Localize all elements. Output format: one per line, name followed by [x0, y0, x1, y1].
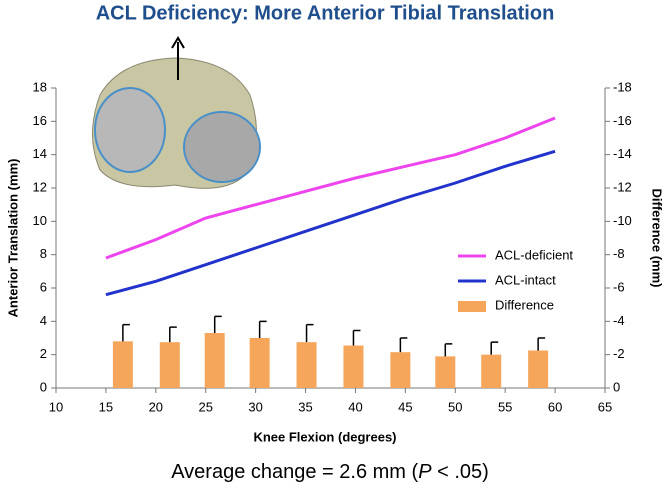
legend-label: ACL-deficient — [495, 247, 573, 262]
y-tick-label: 0 — [40, 379, 47, 394]
error-bar — [444, 343, 453, 357]
x-tick-label: 45 — [398, 399, 412, 414]
y-tick-label: 16 — [33, 113, 47, 128]
line — [105, 149, 556, 297]
bar — [249, 338, 270, 388]
x-tick-label: 30 — [248, 399, 262, 414]
bar — [390, 352, 411, 388]
y2-tick-label: 0 — [613, 379, 620, 394]
y-tick-label: 12 — [33, 179, 47, 194]
error-bar — [258, 320, 267, 338]
error-bar — [352, 329, 361, 346]
y2-axis-label: Difference (mm) — [650, 189, 665, 288]
x-tick-label: 20 — [149, 399, 163, 414]
bar — [435, 356, 456, 388]
bar — [112, 341, 133, 388]
x-tick-label: 10 — [49, 399, 63, 414]
bar — [343, 345, 364, 388]
error-bar — [537, 337, 546, 351]
y2-tick-label: -16 — [613, 113, 632, 128]
x-tick-label: 40 — [348, 399, 362, 414]
bar — [528, 350, 549, 388]
x-tick-label: 65 — [598, 399, 612, 414]
y2-tick-label: -10 — [613, 213, 632, 228]
y2-tick-label: -4 — [613, 313, 625, 328]
bar — [481, 354, 502, 388]
error-bar — [169, 326, 177, 343]
y-axis-label: Anterior Translation (mm) — [5, 159, 20, 318]
error-bar — [399, 337, 408, 353]
annotation-part: Average change = 2.6 mm ( — [171, 461, 418, 483]
y-tick-label: 6 — [40, 279, 47, 294]
y2-tick-label: -6 — [613, 279, 625, 294]
y2-tick-label: -2 — [613, 346, 625, 361]
annotation-part: < .05) — [432, 461, 489, 483]
y2-tick-label: -14 — [613, 146, 632, 161]
y-tick-label: 18 — [33, 79, 47, 94]
x-axis-label: Knee Flexion (degrees) — [253, 429, 396, 444]
x-tick-label: 35 — [298, 399, 312, 414]
annotation: Average change = 2.6 mm (P < .05) — [171, 461, 489, 483]
y-tick-label: 10 — [33, 213, 47, 228]
line — [105, 116, 556, 260]
x-tick-label: 25 — [198, 399, 212, 414]
x-tick-label: 55 — [498, 399, 512, 414]
y2-tick-label: -8 — [613, 246, 625, 261]
y-tick-label: 8 — [40, 246, 47, 261]
y-tick-label: 4 — [40, 313, 47, 328]
bar — [204, 333, 225, 388]
legend-swatch — [458, 301, 486, 312]
error-bar — [490, 341, 499, 355]
legend-label: ACL-intact — [495, 272, 556, 287]
x-tick-label: 60 — [548, 399, 562, 414]
bar — [159, 342, 180, 388]
error-bar — [122, 323, 130, 342]
error-bar — [305, 323, 314, 343]
error-bar — [213, 315, 222, 333]
chart-title: ACL Deficiency: More Anterior Tibial Tra… — [96, 2, 555, 24]
y2-tick-label: -12 — [613, 179, 632, 194]
annotation-part: P — [418, 461, 432, 483]
x-tick-label: 15 — [99, 399, 113, 414]
x-tick-label: 50 — [448, 399, 462, 414]
bar — [296, 342, 317, 388]
y-tick-label: 14 — [33, 146, 47, 161]
y-tick-label: 2 — [40, 346, 47, 361]
y2-tick-label: -18 — [613, 79, 632, 94]
legend-label: Difference — [495, 297, 554, 312]
knee-illustration — [92, 36, 261, 189]
